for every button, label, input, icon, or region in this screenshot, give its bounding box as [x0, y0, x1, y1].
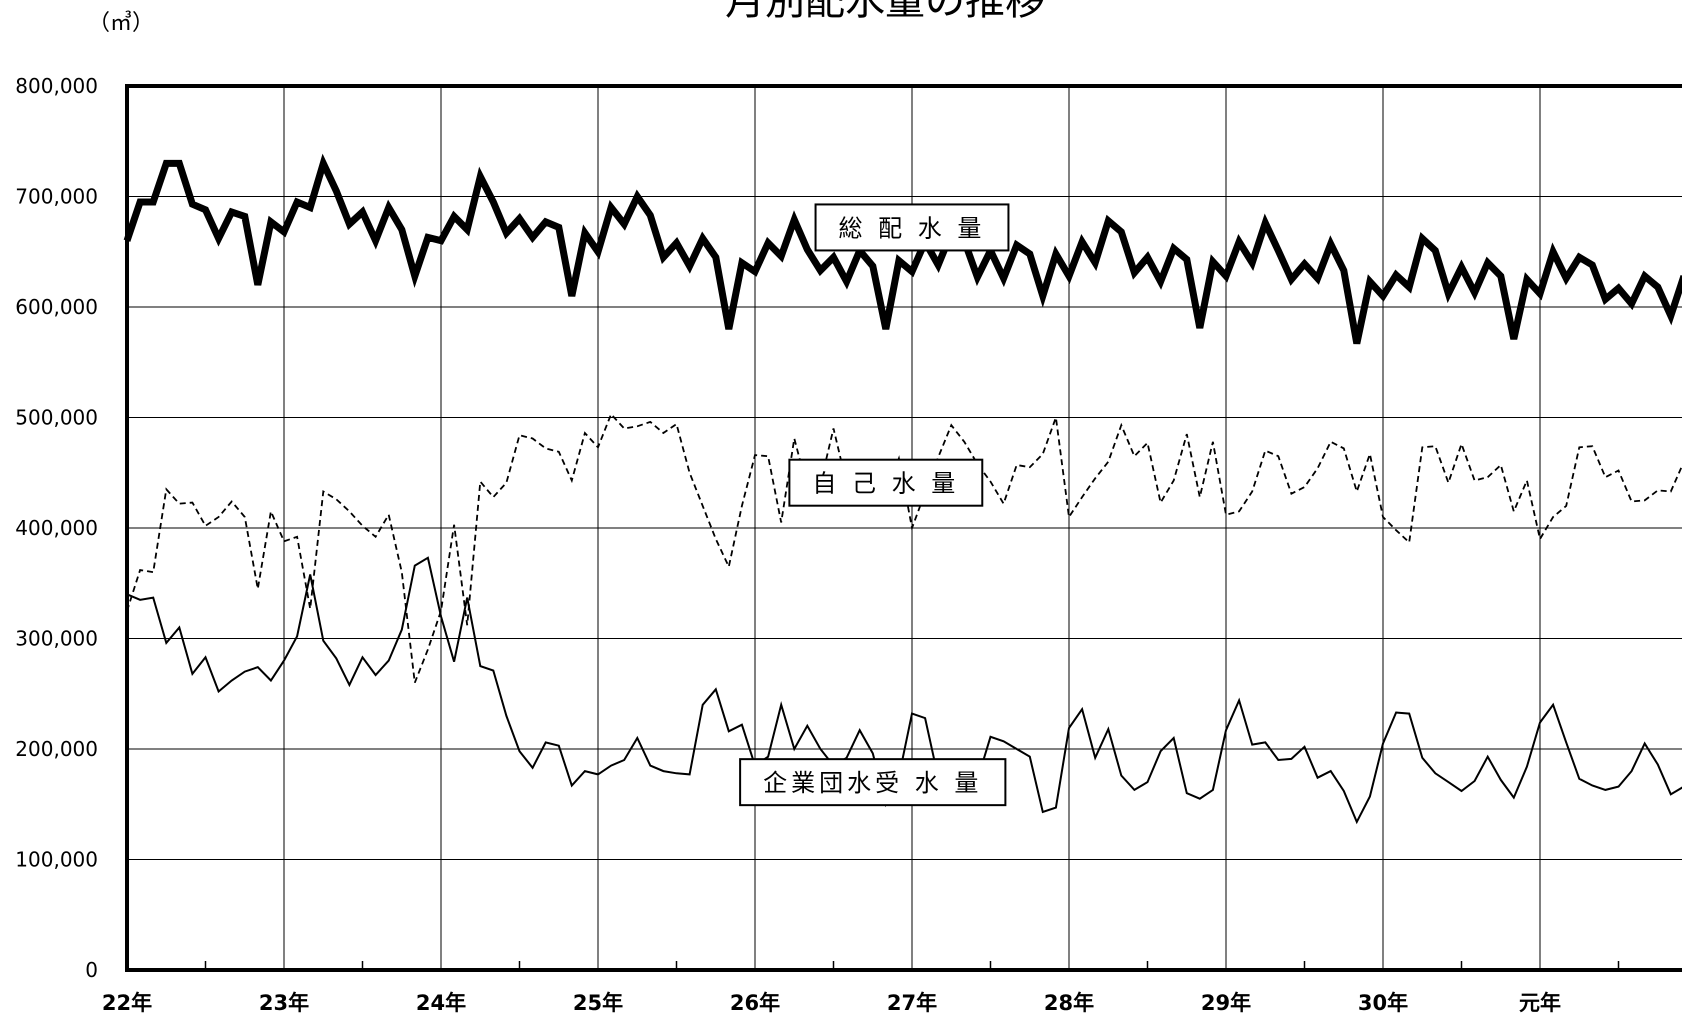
series-label-text: 総 配 水 量 [839, 214, 986, 242]
x-tick-label: 29年 [1201, 991, 1251, 1015]
x-tick-label: 27年 [887, 991, 937, 1015]
series-label-text: 自 己 水 量 [812, 470, 959, 498]
series-lines [123, 153, 1682, 825]
y-axis-ticks: 0 100,000 200,000 300,000 400,000 500,000 600,… [15, 74, 98, 982]
y-tick-label: 700,000 [15, 185, 98, 209]
x-axis-ticks: 22年 23年 24年 25年 26年 27年 28年 29年 30年 元年 [102, 991, 1561, 1015]
y-axis-unit: （㎥） [88, 10, 154, 36]
y-tick-label: 0 [85, 958, 98, 982]
x-tick-label: 26年 [730, 991, 780, 1015]
series-line-thin [126, 556, 1682, 825]
y-tick-label: 800,000 [15, 74, 98, 98]
y-tick-label: 200,000 [15, 737, 98, 761]
y-tick-label: 500,000 [15, 406, 98, 430]
series-line-dashed [126, 412, 1682, 684]
y-tick-label: 300,000 [15, 627, 98, 651]
x-tick-label: 28年 [1044, 991, 1094, 1015]
x-tick-label: 元年 [1519, 991, 1561, 1015]
y-tick-label: 100,000 [15, 848, 98, 872]
x-tick-label: 25年 [573, 991, 623, 1015]
x-tick-label: 30年 [1358, 991, 1408, 1015]
series-label-frame [814, 203, 1010, 252]
y-tick-label: 400,000 [15, 516, 98, 540]
series-label-frame [788, 458, 984, 507]
series-label-box: 総 配 水 量 [814, 203, 1010, 252]
series-line-thick [123, 153, 1682, 345]
series-label-box: 企業団水受 水 量 [739, 758, 1007, 807]
x-tick-label: 22年 [102, 991, 152, 1015]
plot-frame [125, 84, 1682, 972]
y-tick-label: 600,000 [15, 295, 98, 319]
x-tick-label: 24年 [416, 991, 466, 1015]
series-label-text: 企業団水受 水 量 [763, 769, 982, 797]
series-label-frame [739, 758, 1007, 807]
series-label-box: 自 己 水 量 [788, 458, 984, 507]
chart-title: 月別配水量の推移 [725, 0, 1045, 24]
x-tick-label: 23年 [259, 991, 309, 1015]
